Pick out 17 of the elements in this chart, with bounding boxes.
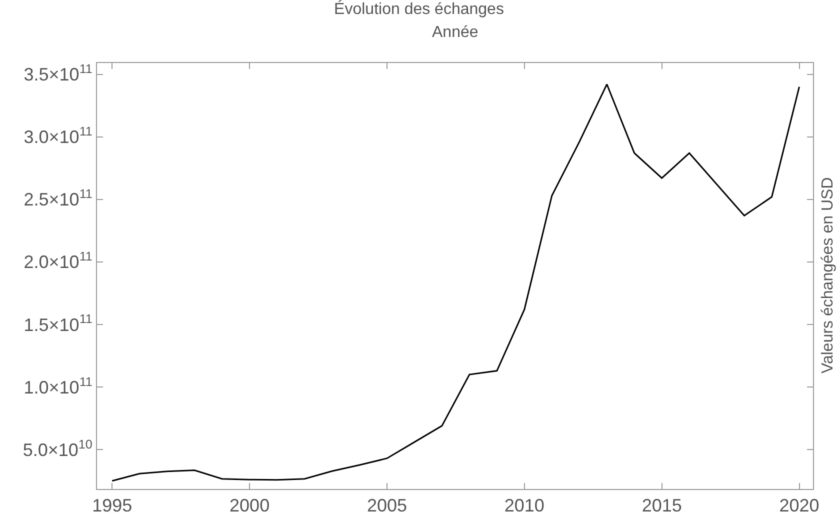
- x-tick-label: 2010: [504, 496, 544, 516]
- x-axis-title: Année: [432, 24, 478, 41]
- y-tick-label: 2.5×10$^{11}$: [24, 187, 92, 210]
- y-axis-title: Valeurs échangées en USD: [820, 177, 836, 374]
- chart-title: Évolution des échanges: [334, 0, 504, 18]
- x-tick-label: 2005: [366, 496, 407, 516]
- y-tick-label: 3.0×10$^{11}$: [24, 124, 92, 148]
- y-tick-label: 1.0×10$^{11}$: [24, 374, 92, 398]
- y-tick-label: 1.5×10$^{11}$: [24, 312, 92, 335]
- y-tick-label: 5.0×10$^{10}$: [22, 437, 92, 460]
- x-tick-label: 2020: [779, 496, 820, 516]
- y-tick-label: 2.0×10$^{11}$: [24, 250, 92, 272]
- x-tick-label: 2015: [642, 496, 682, 516]
- y-tick-label: 3.5×10$^{11}$: [24, 62, 92, 85]
- x-tick-label: 1995: [92, 496, 132, 516]
- x-tick-label: 2000: [230, 496, 270, 516]
- line-series: [111, 84, 800, 482]
